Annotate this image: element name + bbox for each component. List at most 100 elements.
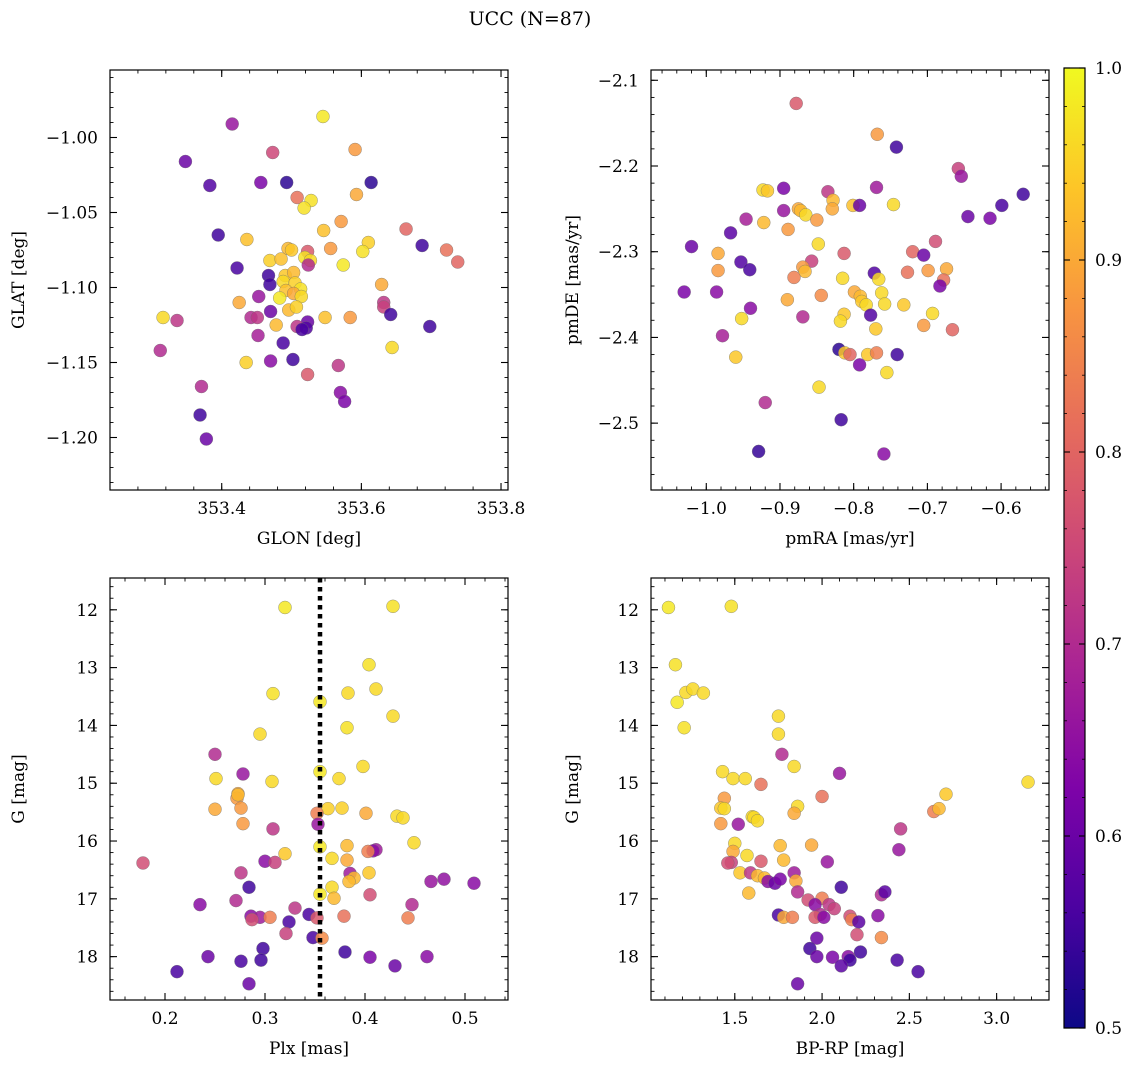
data-point [804, 838, 819, 852]
y-tick-label: 15 [617, 774, 639, 794]
data-point [318, 310, 332, 325]
y-tick-label: 17 [617, 890, 639, 910]
data-point [811, 237, 826, 251]
data-point [338, 945, 352, 959]
data-point [386, 709, 400, 723]
data-point [869, 346, 884, 360]
x-axis-label: pmRA [mas/yr] [785, 529, 914, 549]
colorbar-tick-label: 0.9 [1095, 251, 1122, 271]
data-point [1016, 187, 1030, 202]
data-point [877, 447, 891, 461]
data-point [349, 187, 364, 202]
data-point [799, 208, 813, 222]
data-point [211, 228, 225, 242]
data-point [415, 238, 429, 253]
data-point [820, 855, 835, 869]
data-point [776, 203, 791, 218]
data-point [892, 842, 906, 857]
y-tick-label: −1.00 [46, 129, 98, 149]
data-point [279, 175, 294, 190]
data-point [340, 838, 354, 853]
scatter-panel-2: −1.0 −0.9 −0.8 −0.7 −0.6 −2.5 −2.4 −2.3 −2.2 −2.1… [563, 69, 1050, 549]
data-point [363, 950, 377, 964]
data-point [874, 286, 889, 300]
y-tick-label: −2.1 [598, 71, 639, 91]
x-tick-label: −0.8 [833, 499, 874, 519]
data-point [834, 880, 849, 895]
y-tick-label: −1.20 [46, 429, 98, 449]
x-tick-label: 2.5 [896, 1009, 923, 1029]
x-tick-label: −1.0 [686, 499, 727, 519]
data-point [341, 686, 355, 700]
data-point [825, 202, 840, 216]
data-point [331, 358, 346, 373]
data-point [340, 720, 354, 735]
data-point [424, 874, 438, 889]
data-point [405, 897, 419, 912]
axes-frame [650, 577, 1050, 1001]
data-point [266, 686, 280, 701]
data-point [837, 246, 851, 261]
y-tick-label: 18 [617, 948, 639, 968]
data-point [236, 816, 250, 831]
data-point [420, 949, 434, 964]
data-point [758, 395, 772, 410]
data-point [251, 328, 265, 343]
data-point [932, 801, 946, 816]
data-point [136, 856, 150, 870]
data-point [337, 394, 352, 409]
data-point [359, 806, 373, 821]
x-tick-label: 0.3 [251, 1009, 278, 1029]
data-point [785, 910, 800, 925]
data-point [388, 959, 402, 973]
y-tick-label: −1.15 [46, 354, 98, 374]
data-point [289, 300, 304, 314]
y-tick-label: −2.4 [598, 328, 639, 348]
data-point [711, 263, 725, 278]
data-point [230, 261, 244, 275]
data-point [290, 190, 304, 205]
data-point [754, 777, 768, 792]
colorbar-tick-label: 0.7 [1095, 635, 1122, 655]
data-point [889, 140, 904, 154]
data-point [274, 252, 288, 266]
data-point [863, 308, 878, 322]
y-tick-label: 12 [617, 601, 639, 621]
data-point [939, 787, 953, 801]
colorbar-tick-label: 0.8 [1095, 443, 1122, 463]
data-point [240, 232, 254, 247]
data-point [928, 234, 943, 249]
data-point [790, 977, 805, 991]
data-point [401, 911, 415, 925]
data-point [954, 169, 969, 184]
x-tick-label: −0.7 [907, 499, 948, 519]
scatter-panel-3: 0.2 0.3 0.4 0.5 12 13 14 15 16 17 18 Plx [mas] G [ma… [9, 577, 509, 1059]
data-point [787, 270, 801, 285]
data-point [724, 599, 739, 614]
data-point [327, 891, 341, 906]
data-point [723, 226, 738, 240]
data-point [276, 336, 290, 350]
data-point [661, 600, 676, 615]
data-point [933, 279, 947, 293]
data-point [787, 806, 801, 821]
data-point [833, 314, 848, 328]
y-tick-label: −2.2 [598, 157, 639, 177]
data-point [750, 814, 765, 828]
data-point [263, 277, 277, 292]
data-point [263, 304, 278, 319]
data-point [450, 255, 465, 269]
data-point [751, 444, 766, 459]
y-tick-label: 13 [76, 659, 98, 679]
data-point [878, 885, 892, 899]
data-point [771, 709, 786, 723]
data-point [272, 291, 287, 305]
data-point [945, 322, 960, 337]
data-point [295, 322, 309, 337]
y-tick-label: 16 [617, 832, 639, 852]
data-point [209, 771, 223, 786]
data-point [337, 909, 351, 923]
y-tick-label: 12 [76, 601, 98, 621]
x-axis-label: GLON [deg] [257, 529, 361, 549]
